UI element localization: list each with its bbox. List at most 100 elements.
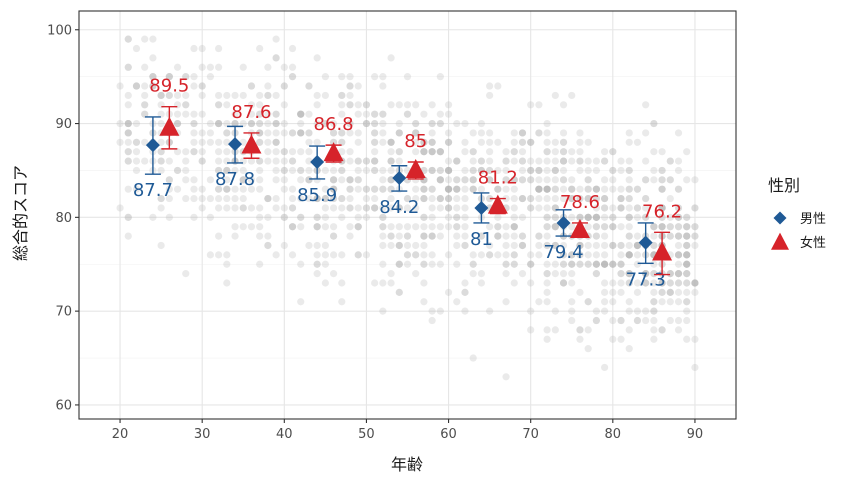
raw-point [510, 157, 518, 165]
raw-point [379, 204, 387, 212]
raw-point [132, 166, 141, 175]
raw-point [420, 194, 428, 203]
raw-point [477, 138, 486, 146]
raw-point [592, 316, 600, 325]
raw-point [551, 91, 559, 100]
raw-point [568, 307, 576, 315]
raw-point [256, 176, 264, 184]
raw-point [198, 148, 206, 156]
raw-point [683, 232, 691, 240]
raw-point [535, 185, 543, 193]
raw-point [527, 138, 535, 146]
raw-point [379, 138, 387, 146]
raw-point [666, 288, 674, 296]
data-label: 85 [404, 131, 427, 152]
raw-point [280, 157, 288, 165]
raw-point [387, 166, 395, 175]
raw-point [346, 223, 354, 231]
raw-point [141, 63, 149, 71]
raw-point [124, 213, 132, 221]
raw-point [642, 101, 650, 109]
raw-point [436, 176, 444, 184]
raw-point [625, 166, 633, 175]
raw-point [288, 251, 297, 259]
raw-point [412, 138, 420, 146]
raw-point [609, 241, 617, 250]
raw-point [338, 166, 346, 175]
raw-point [362, 101, 371, 109]
raw-point [601, 185, 609, 193]
raw-point [510, 260, 518, 268]
raw-point [198, 185, 206, 193]
raw-point [321, 223, 329, 231]
raw-point [609, 316, 617, 325]
raw-point [371, 129, 379, 137]
raw-point [477, 119, 486, 128]
raw-point [215, 204, 223, 212]
raw-point [436, 232, 444, 240]
raw-point [543, 148, 551, 156]
raw-point [444, 157, 453, 165]
raw-point [551, 213, 559, 221]
raw-point [338, 129, 346, 137]
raw-point [576, 288, 584, 296]
data-label: 79.4 [543, 242, 583, 263]
raw-point [223, 101, 231, 109]
raw-point [272, 119, 280, 128]
raw-point [387, 101, 395, 109]
raw-point [592, 213, 600, 221]
raw-point [543, 288, 551, 296]
raw-point [412, 185, 420, 193]
raw-point [568, 194, 576, 203]
raw-point [256, 110, 264, 118]
raw-point [387, 279, 395, 287]
raw-point [379, 176, 387, 184]
raw-point [223, 185, 231, 193]
raw-point [453, 260, 461, 268]
raw-point [658, 223, 666, 231]
raw-point [658, 223, 666, 231]
raw-point [297, 110, 305, 118]
raw-point [288, 73, 297, 81]
raw-point [551, 326, 559, 334]
raw-point [502, 232, 510, 240]
raw-point [551, 194, 559, 203]
raw-point [346, 185, 354, 193]
raw-point [354, 223, 362, 231]
raw-point [395, 204, 403, 212]
raw-point [157, 157, 165, 165]
raw-point [551, 138, 559, 146]
raw-point [666, 288, 674, 296]
raw-point [633, 251, 642, 259]
raw-point [543, 270, 551, 278]
raw-point [346, 176, 354, 184]
raw-point [436, 119, 444, 128]
raw-point [658, 176, 666, 184]
raw-point [297, 223, 305, 231]
raw-point [469, 354, 477, 362]
raw-point [592, 223, 600, 231]
raw-point [371, 166, 379, 175]
raw-point [650, 119, 658, 128]
raw-point [568, 260, 576, 268]
raw-point [256, 157, 264, 165]
raw-point [683, 223, 691, 231]
raw-point [321, 213, 329, 221]
raw-point [559, 176, 568, 184]
raw-point [329, 270, 338, 278]
raw-point [559, 148, 568, 156]
raw-point [231, 204, 239, 212]
raw-point [625, 194, 633, 203]
raw-point [601, 194, 609, 203]
raw-point [494, 185, 502, 193]
raw-point [625, 270, 633, 278]
raw-point [666, 157, 674, 165]
raw-point [206, 129, 214, 137]
raw-point [592, 241, 600, 250]
raw-point [469, 176, 477, 184]
raw-point [683, 176, 691, 184]
raw-point [272, 138, 280, 146]
raw-point [420, 110, 428, 118]
raw-point [165, 185, 173, 193]
raw-point [362, 185, 371, 193]
